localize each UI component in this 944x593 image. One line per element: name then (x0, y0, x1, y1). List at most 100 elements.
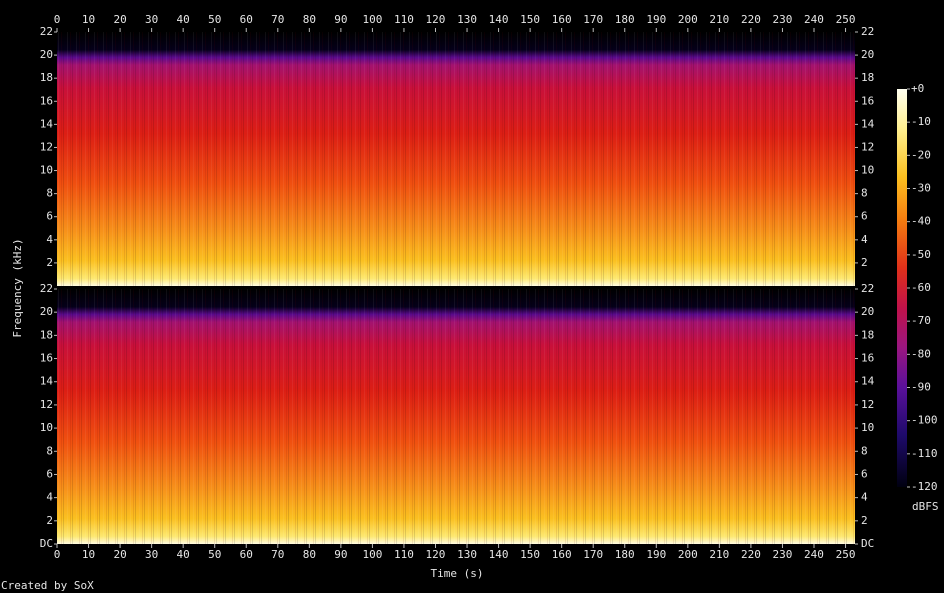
x-tick-label: 90 (334, 548, 347, 561)
x-tick-label: 220 (741, 548, 761, 561)
x-tick-label-top: 240 (804, 13, 824, 26)
x-tick-label: 130 (457, 548, 477, 561)
y-tick-label: 10 (40, 421, 53, 434)
y-tick-label-right: 16 (861, 94, 874, 107)
y-tick-label-right: 6 (861, 210, 868, 223)
footer: Created by SoX (1, 579, 94, 592)
colorbar-tick-label: -60 (911, 281, 931, 294)
y-tick-label: 16 (40, 352, 53, 365)
colorbar-tick-label: -50 (911, 248, 931, 261)
x-tick-label: 0 (54, 548, 61, 561)
x-tick-label: 160 (552, 548, 572, 561)
x-tick-label: 180 (615, 548, 635, 561)
y-tick-label-right: 18 (861, 71, 874, 84)
y-tick-label: 4 (46, 233, 53, 246)
y-tick-label-right: 8 (861, 187, 868, 200)
x-tick-label: 30 (145, 548, 158, 561)
x-tick-label: 100 (362, 548, 382, 561)
y-tick-label: 20 (40, 305, 53, 318)
y-tick-label-right: DC (861, 537, 874, 550)
x-tick-label: 140 (489, 548, 509, 561)
spectrogram-texture (57, 289, 855, 544)
y-tick-label-right: 12 (861, 140, 874, 153)
x-tick-label: 60 (240, 548, 253, 561)
y-tick-label-right: 4 (861, 491, 868, 504)
x-tick-label: 40 (177, 548, 190, 561)
y-tick-label: 12 (40, 140, 53, 153)
y-tick-label-right: 2 (861, 514, 868, 527)
x-tick-label-top: 180 (615, 13, 635, 26)
y-tick-label: 20 (40, 48, 53, 61)
y-tick-label: 14 (40, 375, 54, 388)
x-tick-label-top: 30 (145, 13, 158, 26)
y-tick-label: 6 (46, 210, 53, 223)
x-tick-label-top: 10 (82, 13, 95, 26)
x-tick-label-top: 60 (240, 13, 253, 26)
x-tick-label-top: 100 (362, 13, 382, 26)
x-tick-label: 190 (646, 548, 666, 561)
y-tick-label-right: 22 (861, 282, 874, 295)
y-tick-label-right: 16 (861, 352, 874, 365)
colorbar-tick-label: -10 (911, 115, 931, 128)
x-tick-label-top: 250 (836, 13, 856, 26)
y-tick-label: 22 (40, 282, 53, 295)
y-tick-label: 6 (46, 467, 53, 480)
y-tick-label-right: 2 (861, 256, 868, 269)
colorbar-tick-label: -80 (911, 347, 931, 360)
colorbar-tick-label: -40 (911, 215, 931, 228)
x-tick-label-top: 150 (520, 13, 540, 26)
x-tick-label: 50 (208, 548, 221, 561)
x-tick-label-top: 0 (54, 13, 61, 26)
x-tick-label-top: 160 (552, 13, 572, 26)
colorbar-tick-label: -110 (911, 447, 938, 460)
y-tick-label-right: 8 (861, 444, 868, 457)
colorbar-tick-label: -100 (911, 414, 938, 427)
x-tick-label-top: 40 (177, 13, 190, 26)
x-tick-label-top: 90 (334, 13, 347, 26)
y-tick-label-right: 6 (861, 467, 868, 480)
colorbar-tick-label: -70 (911, 314, 931, 327)
x-tick-label-top: 220 (741, 13, 761, 26)
y-tick-label: 18 (40, 71, 53, 84)
y-tick-label: 14 (40, 117, 54, 130)
x-tick-label-top: 190 (646, 13, 666, 26)
colorbar-tick-label: -120 (911, 480, 938, 493)
y-tick-label: 8 (46, 444, 53, 457)
colorbar-tick-label: -90 (911, 381, 931, 394)
x-tick-label-top: 170 (583, 13, 603, 26)
x-tick-label: 80 (303, 548, 316, 561)
y-tick-label: 16 (40, 94, 53, 107)
y-tick-label-right: 14 (861, 117, 875, 130)
colorbar (897, 89, 907, 487)
x-tick-label-top: 230 (773, 13, 793, 26)
y-tick-label-right: 12 (861, 398, 874, 411)
colorbar-tick-label: +0 (911, 82, 924, 95)
x-axis-label: Time (s) (431, 567, 484, 580)
x-tick-label-top: 70 (271, 13, 284, 26)
colorbar-tick-label: -30 (911, 182, 931, 195)
y-tick-label-right: 18 (861, 328, 874, 341)
y-axis-label: Frequency (kHz) (11, 238, 24, 337)
y-tick-label: 2 (46, 514, 53, 527)
y-tick-label: 22 (40, 25, 53, 38)
x-tick-label: 200 (678, 548, 698, 561)
y-tick-label-right: 14 (861, 375, 875, 388)
colorbar-tick-label: -20 (911, 148, 931, 161)
x-tick-label: 10 (82, 548, 95, 561)
x-tick-label-top: 140 (489, 13, 509, 26)
y-tick-label-right: 20 (861, 48, 874, 61)
x-tick-label-top: 120 (426, 13, 446, 26)
x-tick-label-top: 110 (394, 13, 414, 26)
y-tick-label: 10 (40, 164, 53, 177)
x-tick-label: 150 (520, 548, 540, 561)
x-tick-label: 120 (426, 548, 446, 561)
x-tick-label: 240 (804, 548, 824, 561)
y-tick-label: 2 (46, 256, 53, 269)
x-tick-label: 250 (836, 548, 856, 561)
y-tick-label-right: 10 (861, 164, 874, 177)
y-tick-label: 4 (46, 491, 53, 504)
y-tick-label-right: 10 (861, 421, 874, 434)
colorbar-label: dBFS (912, 500, 939, 513)
